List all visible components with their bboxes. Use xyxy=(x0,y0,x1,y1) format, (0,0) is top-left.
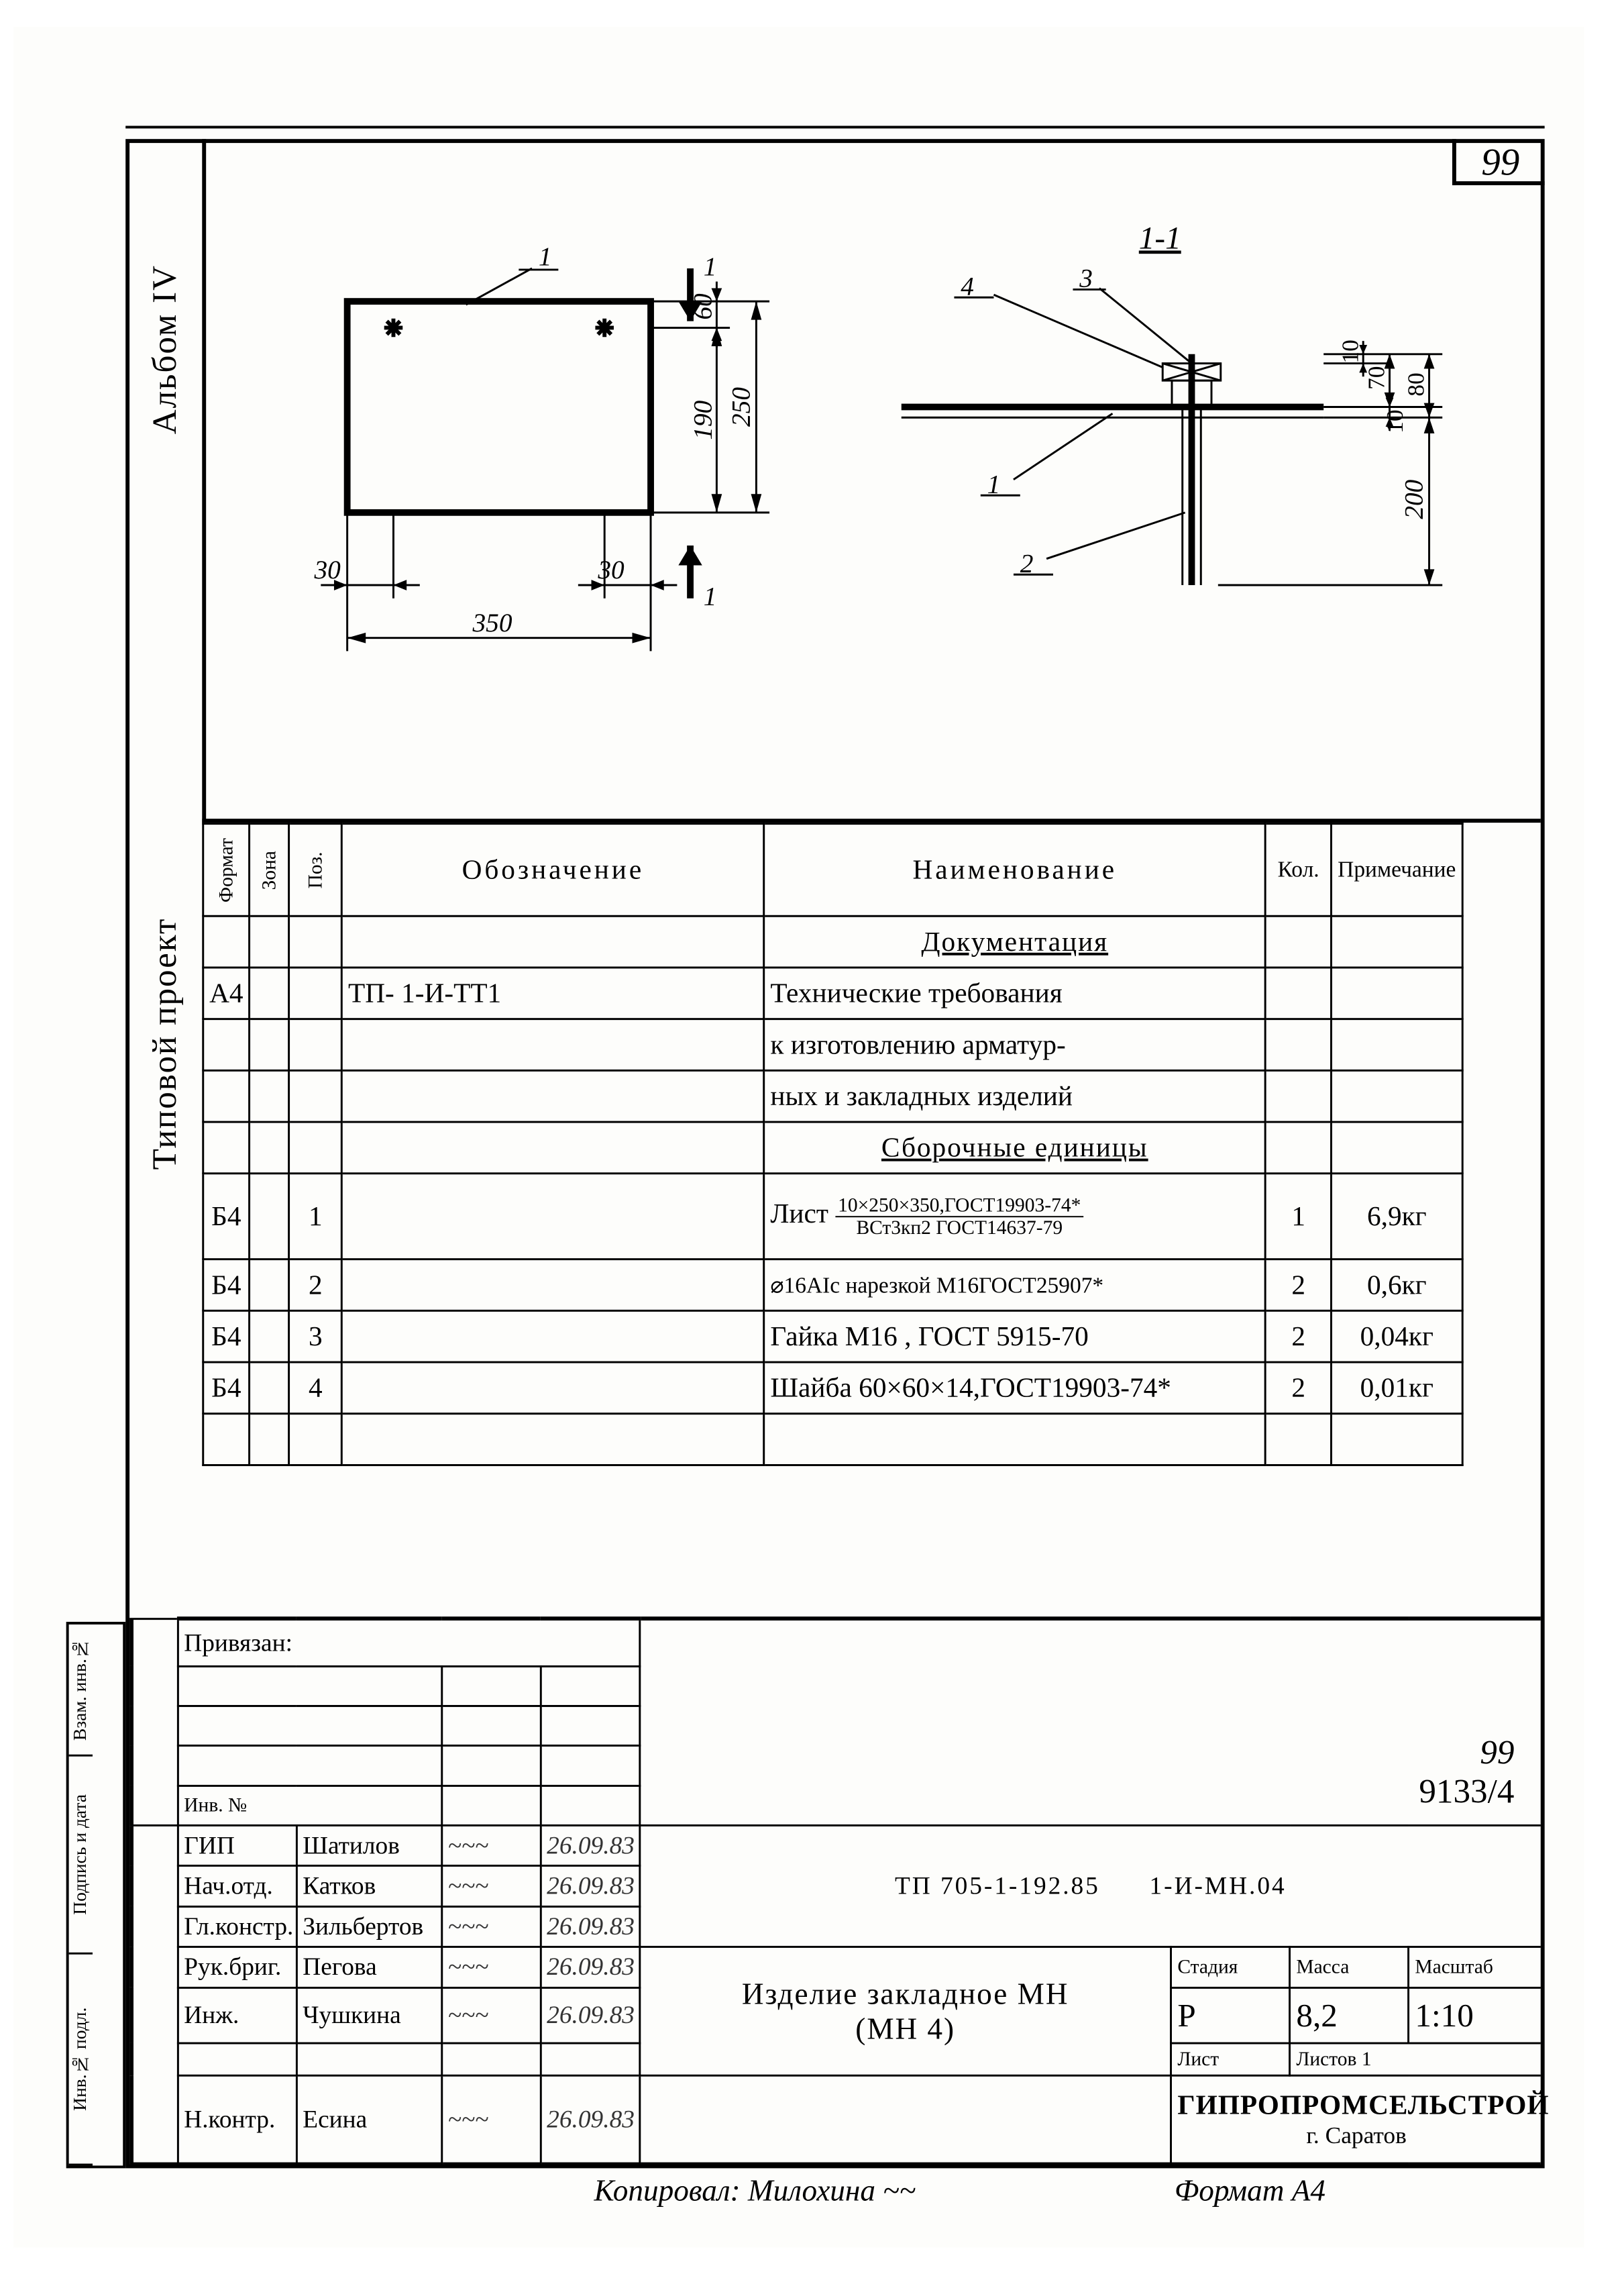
svg-text:70: 70 xyxy=(1363,366,1390,390)
drawing-area: 1 1 1 350 30 xyxy=(202,189,1540,823)
svg-text:200: 200 xyxy=(1399,479,1429,519)
svg-text:30: 30 xyxy=(597,555,625,584)
svg-text:1: 1 xyxy=(704,582,717,611)
h-designation: Обозначение xyxy=(342,824,764,917)
scale: 1:10 xyxy=(1409,1987,1541,2043)
mass: 8,2 xyxy=(1290,1987,1409,2043)
svg-text:10: 10 xyxy=(1381,409,1408,433)
spec-header-row: Формат Зона Поз. Обозначение Наименовани… xyxy=(203,824,1462,917)
spec-row: Сборочные единицы xyxy=(203,1122,1462,1174)
org-city: г. Саратов xyxy=(1177,2122,1535,2149)
spec-row xyxy=(203,1414,1462,1465)
h-note: Примечание xyxy=(1332,824,1462,917)
drawing-sheet: 99 Альбом IV Типовой проект 1 1 xyxy=(13,27,1584,2247)
doc-ref-top: 99 xyxy=(667,1733,1514,1772)
inv-label: Инв. № xyxy=(178,1786,441,1825)
label-project: Типовой проект xyxy=(146,918,184,1170)
spec-table: Формат Зона Поз. Обозначение Наименовани… xyxy=(202,823,1463,1466)
part-title: Изделие закладное МН xyxy=(646,1976,1165,2011)
section-mark-bottom: 1 xyxy=(678,546,716,611)
svg-text:1: 1 xyxy=(987,469,1001,499)
svg-text:80: 80 xyxy=(1403,372,1429,396)
svg-text:190: 190 xyxy=(688,400,718,440)
spec-row: к изготовлению арматур- xyxy=(203,1019,1462,1071)
spec-row: Документация xyxy=(203,916,1462,968)
stub-2: Подпись и дата xyxy=(69,1757,93,1955)
part-subtitle: (МН 4) xyxy=(646,2012,1165,2047)
h-format: Формат xyxy=(203,824,250,917)
svg-text:30: 30 xyxy=(313,555,341,584)
role-row: ГИПШатилов~~~26.09.83 ТП 705-1-192.85 1-… xyxy=(131,1825,1541,1865)
stub-3: Взам. инв.№ xyxy=(69,1624,93,1757)
svg-text:250: 250 xyxy=(726,387,756,427)
svg-text:350: 350 xyxy=(472,608,512,637)
spec-row: А4ТП- 1-И-ТТ1Технические требования xyxy=(203,968,1462,1019)
h-pos: Поз. xyxy=(289,824,342,917)
svg-text:60: 60 xyxy=(688,293,718,320)
front-view: 1 1 1 350 30 xyxy=(268,229,783,690)
left-binding-column: Взам. инв.№ Подпись и дата Инв.№ подл. xyxy=(66,1622,126,2168)
doc-ref: 9133/4 xyxy=(667,1772,1514,1811)
stage: Р xyxy=(1171,1987,1290,2043)
svg-text:4: 4 xyxy=(961,271,974,301)
h-name: Наименование xyxy=(764,824,1265,917)
spec-row: Б43Гайка М16 , ГОСТ 5915-7020,04кг xyxy=(203,1310,1462,1362)
footer-format: Формат А4 xyxy=(1175,2173,1325,2208)
org: ГИПРОПРОМСЕЛЬСТРОЙ xyxy=(1177,2090,1535,2122)
callout-1: 1 xyxy=(539,242,552,271)
spec-row: ных и закладных изделий xyxy=(203,1070,1462,1122)
spec-row: Б44Шайба 60×60×14,ГОСТ19903-74*20,01кг xyxy=(203,1362,1462,1414)
doc-suffix: 1-И-МН.04 xyxy=(1150,1872,1287,1900)
bound-label: Привязан: xyxy=(178,1618,639,1666)
label-album: Альбом IV xyxy=(146,264,184,434)
footer-copied: Копировал: Милохина ~~ xyxy=(594,2173,916,2208)
section-view: 1-1 4 3 1 2 10 xyxy=(862,215,1521,644)
svg-text:3: 3 xyxy=(1079,263,1093,293)
svg-text:2: 2 xyxy=(1020,548,1034,578)
stub-1: Инв.№ подл. xyxy=(69,1955,93,2166)
svg-text:10: 10 xyxy=(1336,340,1363,363)
svg-text:1-1: 1-1 xyxy=(1139,221,1181,256)
title-block: Привязан: 99 9133/4 Инв. № ГИПШатилов~~~… xyxy=(129,1616,1541,2164)
spec-row: Б42⌀16АIс нарезкой М16ГОСТ25907*20,6кг xyxy=(203,1259,1462,1311)
h-qty: Кол. xyxy=(1265,824,1331,917)
page-number: 99 xyxy=(1452,139,1545,185)
svg-text:1: 1 xyxy=(704,252,717,281)
top-rule xyxy=(125,126,1544,129)
h-zone: Зона xyxy=(250,824,289,917)
doc-code: ТП 705-1-192.85 xyxy=(895,1872,1100,1900)
spec-row: Б41Лист 10×250×350,ГОСТ19903-74*ВСт3кп2 … xyxy=(203,1174,1462,1259)
